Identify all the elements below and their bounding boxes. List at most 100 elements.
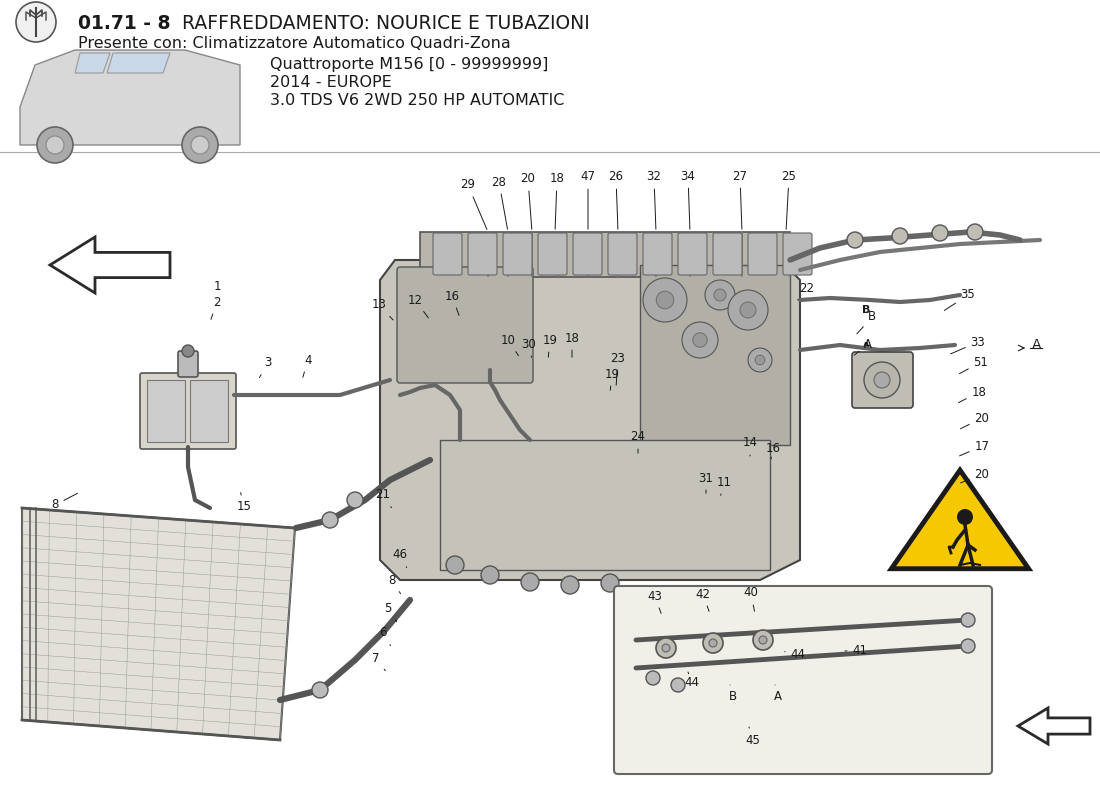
Bar — [190, 380, 228, 442]
Text: 1: 1 — [213, 281, 221, 299]
Circle shape — [756, 355, 764, 365]
Text: 2: 2 — [211, 295, 221, 319]
Text: 26: 26 — [608, 170, 624, 230]
FancyBboxPatch shape — [644, 233, 672, 275]
Text: 11: 11 — [716, 475, 732, 495]
Text: RAFFREDDAMENTO: NOURICE E TUBAZIONI: RAFFREDDAMENTO: NOURICE E TUBAZIONI — [176, 14, 590, 33]
Text: 47: 47 — [581, 170, 595, 230]
Circle shape — [561, 576, 579, 594]
Text: 31: 31 — [698, 471, 714, 494]
Text: 27: 27 — [733, 170, 748, 230]
Text: 41: 41 — [845, 643, 868, 657]
Circle shape — [37, 127, 73, 163]
FancyBboxPatch shape — [178, 351, 198, 377]
Bar — [420, 232, 790, 277]
Circle shape — [710, 639, 717, 647]
Circle shape — [693, 333, 707, 347]
Circle shape — [703, 633, 723, 653]
Circle shape — [740, 302, 756, 318]
Text: 32: 32 — [647, 170, 661, 230]
Bar — [440, 440, 770, 570]
Text: 13: 13 — [372, 298, 393, 320]
Text: 33: 33 — [950, 335, 986, 354]
Text: 8: 8 — [388, 574, 400, 594]
Text: 14: 14 — [742, 437, 758, 456]
FancyBboxPatch shape — [503, 233, 532, 275]
Text: 19: 19 — [605, 367, 619, 390]
FancyBboxPatch shape — [433, 233, 462, 275]
Circle shape — [754, 630, 773, 650]
Text: 01.71 - 8: 01.71 - 8 — [78, 14, 170, 33]
Text: B: B — [729, 685, 737, 703]
Text: 35: 35 — [944, 289, 976, 310]
Polygon shape — [891, 470, 1028, 569]
Text: 12: 12 — [407, 294, 428, 318]
Circle shape — [182, 127, 218, 163]
Text: Quattroporte M156 [0 - 99999999]: Quattroporte M156 [0 - 99999999] — [270, 57, 549, 72]
FancyBboxPatch shape — [140, 373, 236, 449]
Text: Presente con: Climatizzatore Automatico Quadri-Zona: Presente con: Climatizzatore Automatico … — [78, 36, 510, 51]
Text: 23: 23 — [610, 351, 626, 386]
Text: 46: 46 — [393, 549, 407, 567]
FancyBboxPatch shape — [852, 352, 913, 408]
Text: 20: 20 — [520, 173, 536, 230]
Text: 24: 24 — [630, 430, 646, 454]
FancyBboxPatch shape — [468, 233, 497, 275]
Circle shape — [874, 372, 890, 388]
Text: 5: 5 — [384, 602, 396, 622]
Text: 8: 8 — [52, 494, 77, 511]
Circle shape — [748, 348, 772, 372]
Circle shape — [521, 573, 539, 591]
Text: 20: 20 — [960, 467, 989, 483]
FancyBboxPatch shape — [608, 233, 637, 275]
Text: 22: 22 — [798, 282, 814, 300]
Polygon shape — [20, 50, 240, 145]
Circle shape — [601, 574, 619, 592]
Circle shape — [961, 639, 975, 653]
Circle shape — [322, 512, 338, 528]
Bar — [640, 265, 790, 445]
Text: 16: 16 — [444, 290, 460, 315]
Circle shape — [961, 613, 975, 627]
Bar — [147, 380, 185, 442]
FancyBboxPatch shape — [713, 233, 743, 275]
FancyBboxPatch shape — [678, 233, 707, 275]
Circle shape — [312, 682, 328, 698]
Circle shape — [657, 291, 674, 309]
Text: 18: 18 — [550, 173, 564, 230]
Text: A: A — [862, 342, 870, 352]
Text: 45: 45 — [746, 727, 760, 746]
Circle shape — [182, 345, 194, 357]
Text: 42: 42 — [695, 587, 711, 611]
Text: 18: 18 — [564, 331, 580, 358]
FancyBboxPatch shape — [748, 233, 777, 275]
Polygon shape — [379, 260, 800, 580]
Text: 34: 34 — [681, 170, 695, 230]
Text: 10: 10 — [500, 334, 518, 356]
Text: 17: 17 — [959, 439, 990, 456]
Text: 7: 7 — [372, 651, 385, 670]
Text: B: B — [857, 310, 876, 334]
Circle shape — [728, 290, 768, 330]
Text: 51: 51 — [959, 355, 989, 374]
Text: 29: 29 — [461, 178, 487, 230]
Text: 3: 3 — [260, 357, 272, 378]
Text: A: A — [1032, 338, 1042, 352]
Circle shape — [932, 225, 948, 241]
Text: 43: 43 — [648, 590, 662, 614]
Text: 25: 25 — [782, 170, 796, 230]
Circle shape — [892, 228, 907, 244]
Text: 18: 18 — [958, 386, 987, 402]
Circle shape — [705, 280, 735, 310]
Text: 44: 44 — [784, 649, 805, 662]
Circle shape — [644, 278, 688, 322]
Circle shape — [864, 362, 900, 398]
Text: 15: 15 — [236, 493, 252, 514]
Text: 30: 30 — [521, 338, 537, 358]
Polygon shape — [107, 53, 170, 73]
Circle shape — [671, 678, 685, 692]
Circle shape — [191, 136, 209, 154]
Circle shape — [446, 556, 464, 574]
Circle shape — [682, 322, 718, 358]
Text: 44: 44 — [684, 672, 700, 690]
